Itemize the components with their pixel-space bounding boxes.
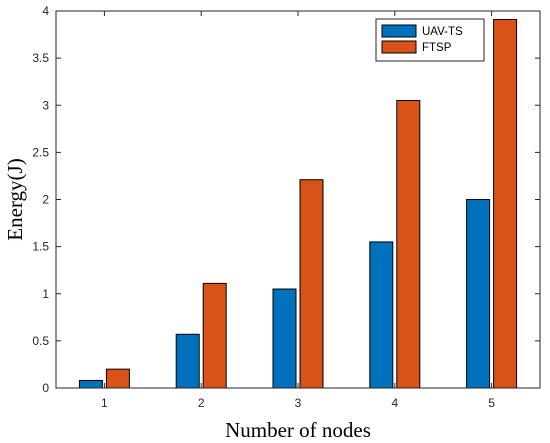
- y-tick-label: 0: [42, 381, 49, 395]
- bar-uav-ts-4: [369, 241, 394, 389]
- y-tick-label: 3.5: [32, 51, 49, 65]
- bars-group: [78, 18, 518, 389]
- legend-label-ftsp: FTSP: [422, 42, 452, 54]
- bar-uav-ts-5: [466, 199, 491, 389]
- x-axis-title: Number of nodes: [225, 418, 371, 442]
- y-tick-label: 2.5: [32, 145, 49, 159]
- bar-ftsp-4: [396, 100, 421, 389]
- legend-swatch-uav-ts: [381, 24, 417, 38]
- bar-ftsp-1: [105, 368, 130, 389]
- y-tick-label: 1.5: [32, 240, 49, 254]
- plot-area-frame: [55, 10, 541, 389]
- x-tick-label: 4: [391, 396, 398, 410]
- bar-uav-ts-2: [175, 333, 200, 389]
- legend-swatch-ftsp: [381, 40, 417, 54]
- x-tick-label: 3: [295, 396, 302, 410]
- x-tick-label: 1: [101, 396, 108, 410]
- y-axis-title: Energy(J): [3, 158, 27, 240]
- y-tick-label: 0.5: [32, 334, 49, 348]
- bar-uav-ts-3: [272, 288, 297, 389]
- legend: UAV-TS FTSP: [375, 18, 485, 62]
- y-axis-ticks: 0 0.5 1 1.5 2 2.5 3 3.5 4: [32, 4, 540, 395]
- bar-ftsp-2: [202, 282, 227, 389]
- legend-label-uav-ts: UAV-TS: [422, 26, 463, 38]
- y-tick-label: 1: [42, 287, 49, 301]
- y-tick-label: 3: [42, 98, 49, 112]
- x-axis-ticks: 1 2 3 4 5: [101, 11, 495, 410]
- bar-ftsp-5: [493, 18, 518, 389]
- bar-ftsp-3: [299, 179, 324, 389]
- y-tick-label: 2: [42, 193, 49, 207]
- bar-uav-ts-1: [78, 379, 103, 389]
- x-tick-label: 5: [488, 396, 495, 410]
- x-tick-label: 2: [198, 396, 205, 410]
- y-tick-label: 4: [42, 4, 49, 18]
